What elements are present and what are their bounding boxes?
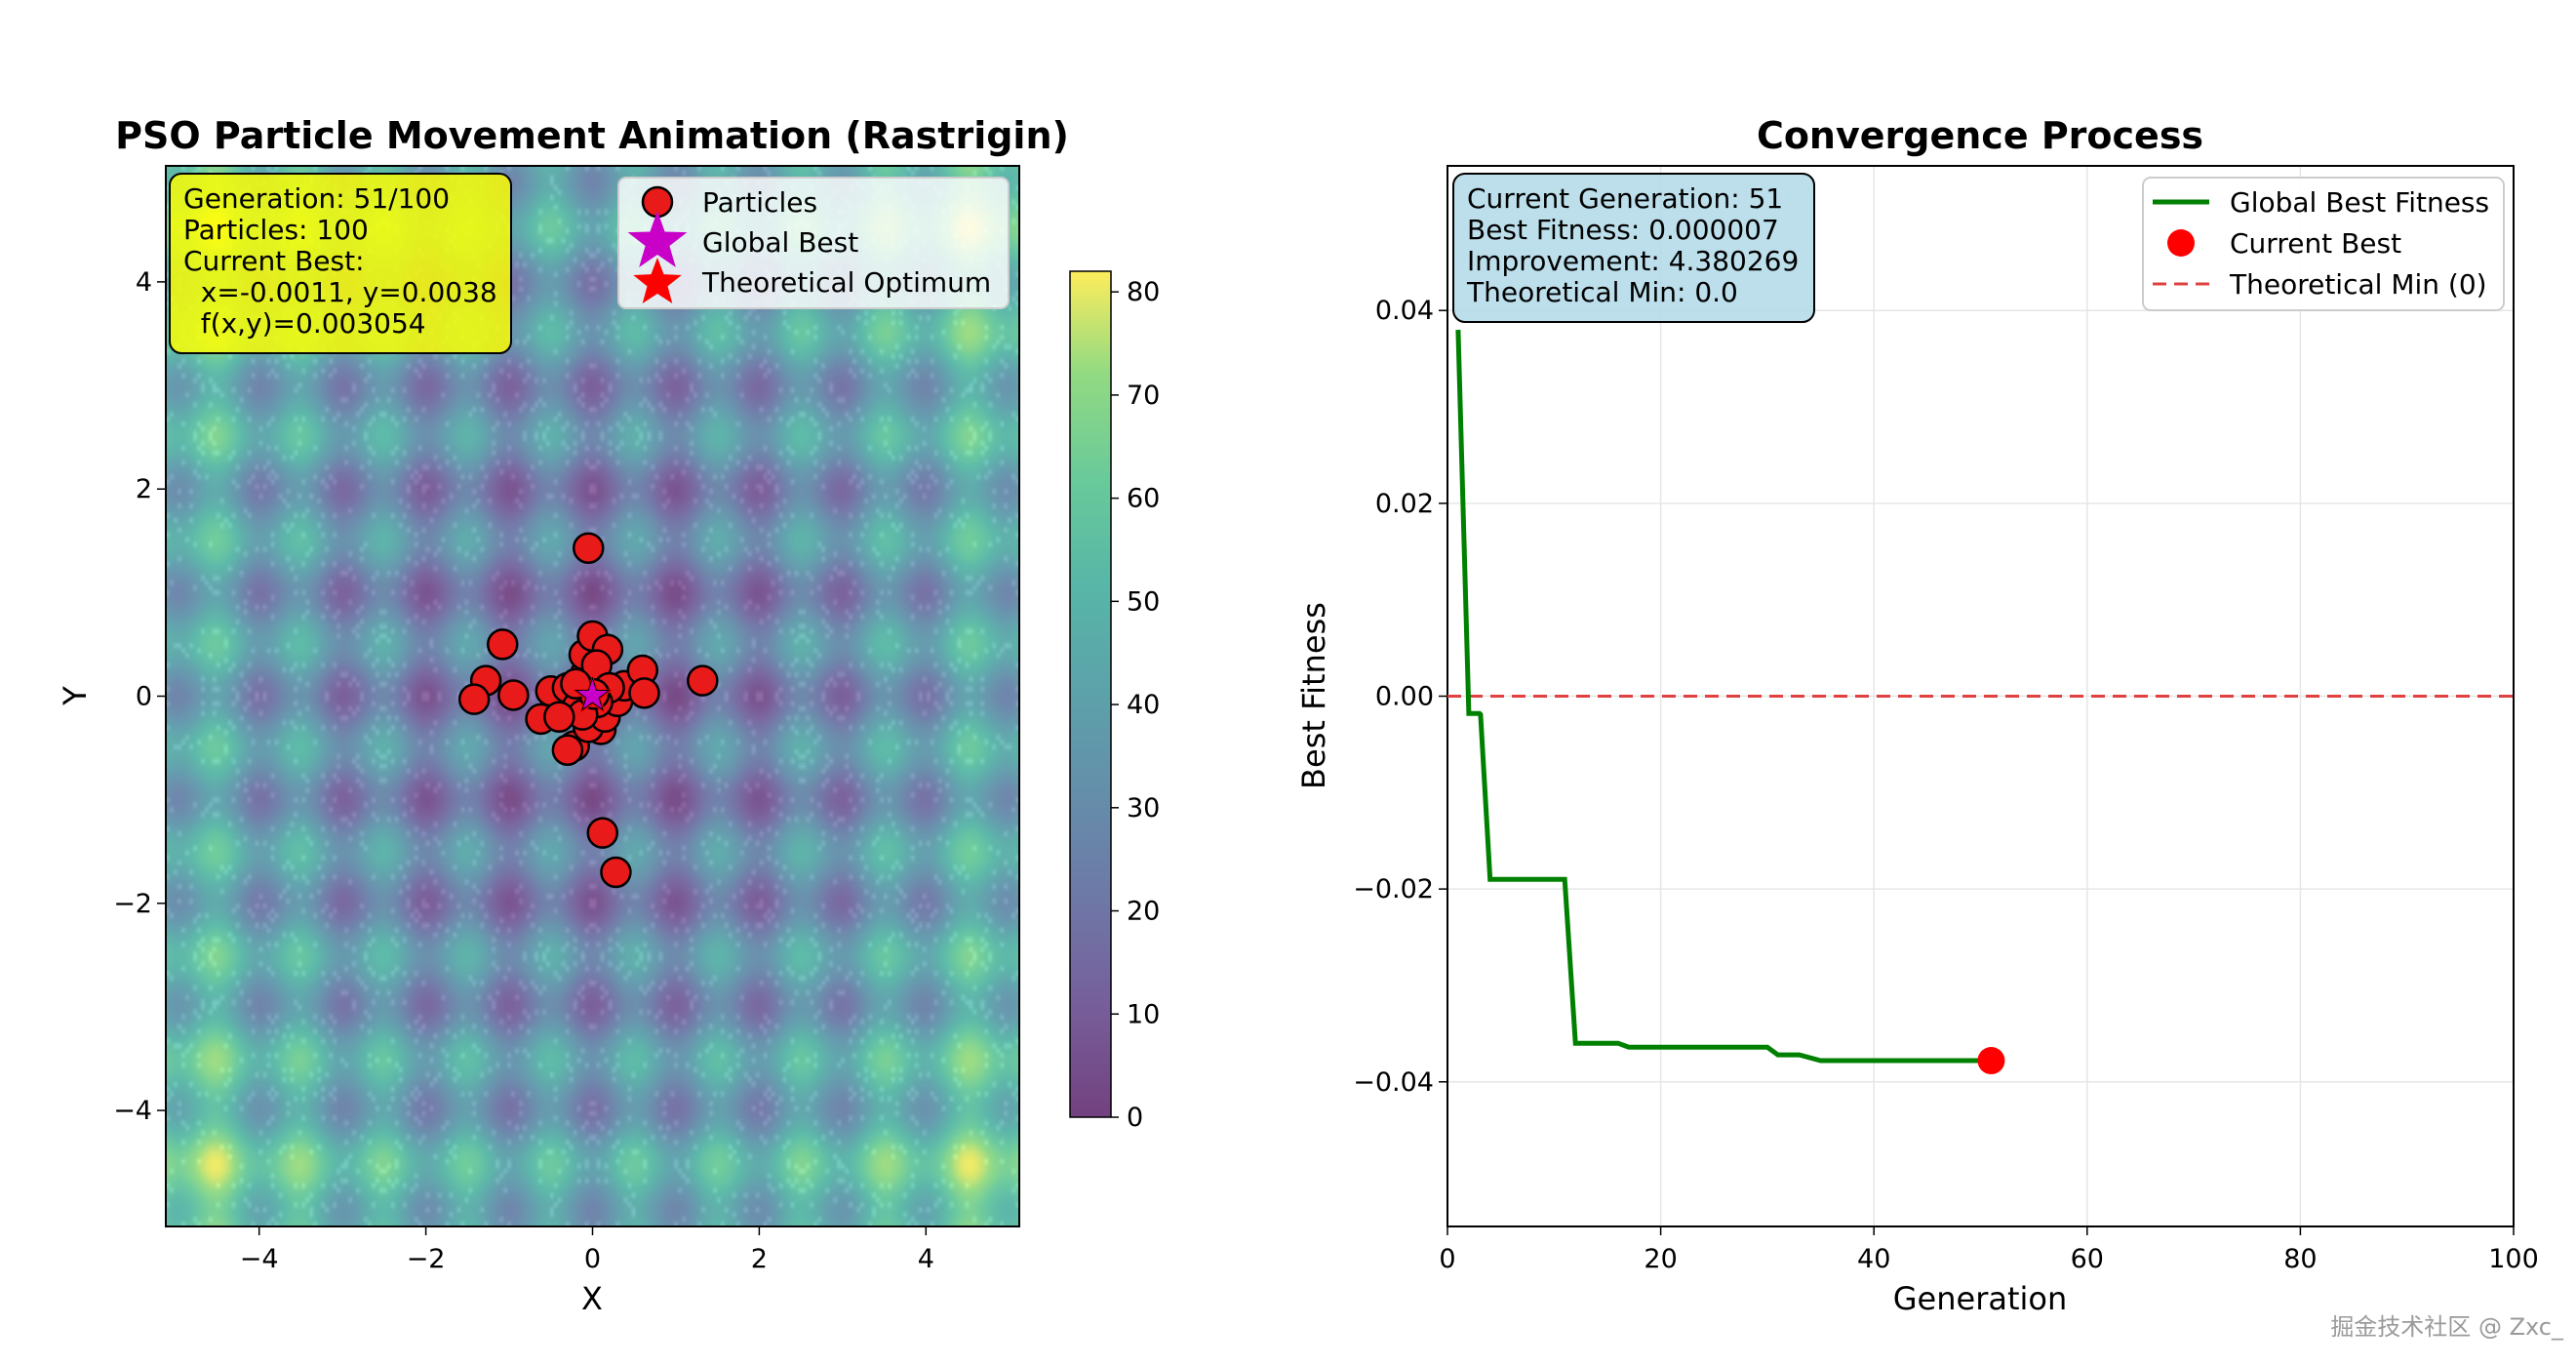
info-line: Generation: 51/100 [183,182,450,215]
colorbar-ticks: 0 10 20 30 40 50 60 70 80 [1111,277,1160,1133]
global-best-fitness-line [1455,329,1992,1064]
info-line: Improvement: 4.380269 [1467,245,1799,277]
right-xtick-label: 80 [2283,1244,2317,1274]
right-plot-area [1447,329,2514,1075]
particle-marker [551,734,584,766]
left-info-box: Generation: 51/100 Particles: 100 Curren… [169,173,512,354]
right-axis-ticks: 0 20 40 60 80 100 0.04 0.02 0.00 −0.02 −0.04 [1353,296,2539,1274]
legend-label: Global Best Fitness [2230,186,2489,219]
legend-current-best-marker [2167,229,2195,257]
left-xtick-label: 2 [751,1244,768,1274]
particle-chart: PSO Particle Movement Animation (Rastrig… [57,114,1160,1317]
right-ytick-label: 0.00 [1375,682,1434,712]
right-legend: Global Best Fitness Current Best Theoret… [2142,177,2505,311]
particle-marker [628,677,660,709]
left-xtick-label: −2 [407,1244,446,1274]
left-axis-ticks: −4 −2 0 2 4 −4 −2 0 2 4 [113,267,934,1274]
right-ytick-label: 0.02 [1375,489,1434,519]
right-xtick-label: 60 [2071,1244,2104,1274]
global-best-star-icon [574,676,611,711]
particle-marker [586,817,619,849]
particle-marker [687,664,719,697]
info-line: f(x,y)=0.003054 [183,307,426,340]
legend-label: Theoretical Optimum [701,266,991,299]
info-line: x=-0.0011, y=0.0038 [183,276,497,308]
colorbar-tick-label: 20 [1127,897,1160,927]
particle-marker [572,532,605,564]
convergence-chart: Convergence Process 0 20 40 60 80 100 0.04 0.02… [1295,114,2539,1317]
left-ytick-label: 0 [136,682,152,712]
left-chart-title: PSO Particle Movement Animation (Rastrig… [115,114,1069,157]
colorbar-tick-label: 70 [1127,381,1160,411]
info-line: Best Fitness: 0.000007 [1467,214,1779,246]
legend-optimum-star-icon [633,258,682,303]
info-line: Current Generation: 51 [1467,182,1783,215]
colorbar-tick-label: 40 [1127,690,1160,720]
left-ytick-label: 4 [136,267,152,298]
right-xtick-label: 20 [1644,1244,1677,1274]
right-ytick-label: −0.02 [1353,874,1434,904]
left-xtick-label: 4 [918,1244,934,1274]
right-xtick-label: 100 [2488,1244,2539,1274]
colorbar-tick-label: 50 [1127,586,1160,617]
left-x-axis-label: X [581,1280,603,1317]
left-y-axis-label: Y [57,686,94,706]
legend-label: Particles [702,186,817,219]
particle-marker [486,628,519,661]
particle-marker [543,701,575,733]
legend-label: Global Best [702,226,858,259]
right-info-box: Current Generation: 51 Best Fitness: 0.0… [1452,173,1815,323]
right-y-axis-label: Best Fitness [1295,602,1332,789]
colorbar-tick-label: 0 [1127,1103,1143,1133]
left-ytick-label: −2 [113,889,152,919]
colorbar: 0 10 20 30 40 50 60 70 80 [1069,270,1160,1133]
particle-markers [457,532,719,889]
right-ytick-label: 0.04 [1375,296,1434,326]
current-best-point [1977,1047,2005,1075]
particle-marker [457,683,491,715]
particle-marker [497,679,530,711]
info-line: Particles: 100 [183,214,369,246]
info-line: Current Best: [183,245,365,277]
legend-label: Current Best [2230,227,2401,260]
legend-global-best-star-icon [627,211,688,267]
right-x-axis-label: Generation [1893,1280,2068,1317]
left-legend: Particles Global Best Theoretical Optimu… [617,177,1010,309]
colorbar-tick-label: 60 [1127,484,1160,514]
info-line: Theoretical Min: 0.0 [1466,276,1738,308]
left-xtick-label: 0 [584,1244,601,1274]
particle-marker [600,856,632,889]
right-xtick-label: 0 [1439,1244,1455,1274]
left-xtick-label: −4 [240,1244,279,1274]
colorbar-tick-label: 80 [1127,277,1160,307]
colorbar-tick-label: 30 [1127,793,1160,824]
right-xtick-label: 40 [1857,1244,1890,1274]
right-chart-title: Convergence Process [1757,114,2203,157]
left-ytick-label: −4 [113,1096,152,1126]
watermark: 掘金技术社区 @ Zxc_ [2330,1313,2564,1341]
right-ytick-label: −0.04 [1353,1067,1434,1098]
colorbar-tick-label: 10 [1127,999,1160,1029]
left-ytick-label: 2 [136,474,152,504]
legend-label: Theoretical Min (0) [2229,268,2487,301]
